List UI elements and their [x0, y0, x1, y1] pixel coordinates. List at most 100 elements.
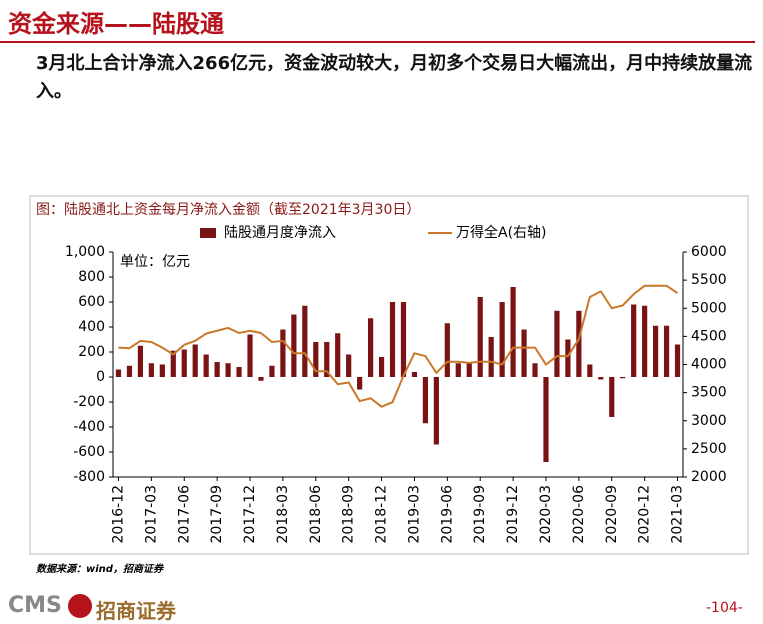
y-tick-label: 1,000: [65, 244, 105, 260]
logo: CMS: [8, 593, 62, 618]
bar: [335, 333, 341, 377]
chart-title: 图：陆股通北上资金每月净流入金额（截至2021年3月30日）: [36, 202, 420, 218]
y-tick-label: -400: [73, 419, 105, 435]
bar: [642, 305, 648, 377]
bar: [466, 363, 472, 377]
legend-label: 万得全A(右轴): [456, 224, 547, 241]
source: 数据来源：wind，招商证券: [36, 564, 163, 575]
bar: [280, 329, 286, 377]
bar: [313, 342, 319, 377]
y2-tick-label: 5500: [691, 272, 727, 288]
x-tick-label: 2018-09: [341, 485, 357, 544]
bar: [225, 363, 231, 377]
bar: [115, 369, 122, 377]
x-tick-label: 2019-12: [505, 485, 521, 544]
bar: [291, 314, 297, 377]
bar: [674, 344, 681, 377]
bar: [357, 377, 363, 390]
page-number: -104-: [706, 600, 743, 616]
bar: [455, 363, 461, 377]
slide-title: 资金来源——陆股通: [8, 10, 224, 38]
x-tick-label: 2017-06: [176, 485, 192, 544]
bar: [400, 302, 407, 377]
x-tick-label: 2019-03: [406, 485, 422, 544]
bar: [477, 297, 483, 377]
y2-tick-label: 3500: [691, 385, 727, 401]
bar: [192, 344, 198, 377]
bar: [576, 310, 582, 377]
x-tick-label: 2017-03: [143, 485, 159, 544]
x-tick-label: 2019-06: [439, 485, 455, 544]
x-tick-label: 2018-03: [275, 485, 291, 544]
bar: [598, 377, 604, 380]
y-tick-label: 0: [96, 369, 105, 385]
y2-tick-label: 5000: [691, 300, 727, 316]
x-tick-label: 2020-12: [637, 485, 653, 544]
x-tick-label: 2018-06: [308, 485, 324, 544]
bar: [499, 302, 505, 377]
chart-frame: [29, 195, 749, 555]
bar: [367, 318, 374, 377]
bar: [269, 365, 275, 377]
y-tick-label: -600: [73, 444, 105, 460]
bar: [565, 339, 571, 377]
bar: [170, 350, 176, 377]
bar: [302, 305, 308, 377]
bar: [543, 377, 549, 462]
bar: [587, 364, 593, 377]
y2-tick-label: 6000: [691, 244, 727, 260]
bar: [389, 302, 396, 377]
bar: [488, 337, 494, 377]
y2-tick-label: 3000: [691, 413, 727, 429]
bar: [214, 362, 220, 377]
bar: [126, 365, 133, 377]
y-tick-label: -800: [73, 469, 105, 485]
y-tick-label: 200: [78, 344, 105, 360]
x-tick-label: 2017-12: [242, 485, 258, 544]
bar: [663, 325, 670, 377]
y2-tick-label: 4000: [691, 357, 727, 373]
legend-swatch: [200, 228, 216, 238]
bar: [422, 377, 429, 424]
x-tick-label: 2021-03: [670, 485, 686, 544]
bar: [258, 377, 264, 381]
bar: [181, 349, 187, 377]
y2-tick-label: 4500: [691, 328, 727, 344]
unit-note: 单位：亿元: [120, 254, 190, 270]
bar: [532, 363, 538, 377]
y-tick-label: 800: [78, 269, 105, 285]
bar: [521, 329, 527, 377]
logo-badge: [68, 594, 92, 618]
bar: [444, 323, 450, 377]
y2-tick-label: 2500: [691, 441, 727, 457]
legend-label: 陆股通月度净流入: [224, 225, 336, 241]
bar: [236, 367, 242, 377]
x-tick-label: 2020-03: [538, 485, 554, 544]
brand: 招商证券: [96, 599, 176, 623]
bar: [609, 377, 615, 417]
bar: [137, 345, 144, 377]
bar: [148, 363, 154, 377]
bar: [411, 372, 418, 377]
y-tick-label: 600: [78, 294, 105, 310]
y-tick-label: 400: [78, 319, 105, 335]
title-rule: [0, 41, 755, 43]
bar: [378, 357, 385, 377]
line: [118, 284, 679, 408]
y2-tick-label: 2000: [691, 469, 727, 485]
x-tick-label: 2016-12: [110, 485, 126, 544]
bar: [346, 354, 352, 377]
bar: [620, 377, 626, 379]
subtitle: 3月北上合计净流入266亿元，资金波动较大，月初多个交易日大幅流出，月中持续放量…: [36, 53, 753, 102]
x-tick-label: 2020-09: [604, 485, 620, 544]
bar: [247, 334, 253, 377]
bar: [510, 287, 516, 377]
x-tick-label: 2020-06: [571, 485, 587, 544]
bar: [631, 304, 637, 377]
bar: [324, 342, 330, 377]
x-tick-label: 2018-12: [374, 485, 390, 544]
bar: [652, 325, 659, 377]
x-tick-label: 2019-09: [472, 485, 488, 544]
